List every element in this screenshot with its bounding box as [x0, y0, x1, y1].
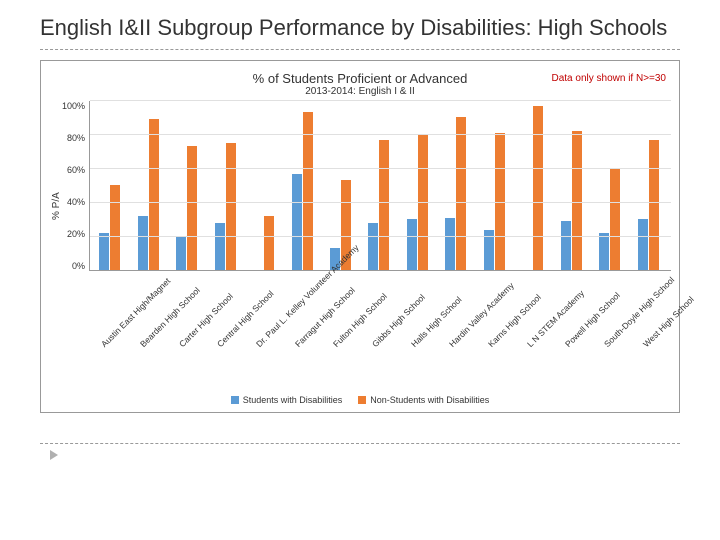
- bar-group: [253, 216, 277, 270]
- bar: [149, 119, 159, 270]
- bar: [303, 112, 313, 270]
- legend-item: Students with Disabilities: [231, 395, 343, 405]
- chart-note: Data only shown if N>=30: [551, 73, 666, 84]
- bar: [456, 117, 466, 270]
- bar: [599, 233, 609, 270]
- title-divider: [40, 49, 680, 50]
- legend: Students with Disabilities Non-Students w…: [49, 395, 671, 406]
- bars-container: [90, 101, 671, 270]
- bar-group: [599, 168, 623, 270]
- slide-title: English I&II Subgroup Performance by Dis…: [40, 15, 680, 41]
- bar-group: [638, 140, 662, 271]
- chart-header: % of Students Proficient or Advanced 201…: [49, 71, 671, 97]
- y-tick-label: 0%: [62, 261, 85, 271]
- bar: [572, 131, 582, 270]
- bar: [561, 221, 571, 270]
- bar-group: [215, 143, 239, 271]
- grid-line: [90, 134, 671, 135]
- plot: % P/A 0% 20% 40% 60% 80% 100%: [49, 101, 671, 311]
- bar: [110, 185, 120, 270]
- legend-item: Non-Students with Disabilities: [358, 395, 489, 405]
- legend-swatch: [358, 396, 366, 404]
- chart-subtitle: 2013-2014: English I & II: [49, 86, 671, 97]
- bar: [649, 140, 659, 271]
- plot-area: [89, 101, 671, 271]
- bar: [264, 216, 274, 270]
- bar-group: [561, 131, 585, 270]
- bar: [368, 223, 378, 271]
- bar: [292, 174, 302, 271]
- legend-label: Students with Disabilities: [243, 395, 343, 405]
- y-tick-label: 80%: [62, 133, 85, 143]
- bar: [610, 168, 620, 270]
- y-tick-label: 20%: [62, 229, 85, 239]
- x-axis: Austin East High/MagnetBearden High Scho…: [87, 313, 671, 393]
- bar-group: [176, 146, 200, 270]
- bar-group: [292, 112, 316, 270]
- grid-line: [90, 202, 671, 203]
- bar-group: [445, 117, 469, 270]
- bar: [99, 233, 109, 270]
- bar: [226, 143, 236, 271]
- bar: [215, 223, 225, 271]
- bar: [176, 236, 186, 270]
- footer-arrow-icon: [50, 450, 58, 460]
- bar: [138, 216, 148, 270]
- bar: [533, 106, 543, 271]
- bar: [379, 140, 389, 271]
- y-axis-label: % P/A: [49, 101, 62, 311]
- bar: [407, 219, 417, 270]
- y-tick-label: 100%: [62, 101, 85, 111]
- y-tick-label: 40%: [62, 197, 85, 207]
- bar: [638, 219, 648, 270]
- chart-container: % of Students Proficient or Advanced 201…: [40, 60, 680, 413]
- bar-group: [99, 185, 123, 270]
- bar-group: [522, 106, 546, 271]
- bar-group: [138, 119, 162, 270]
- grid-line: [90, 236, 671, 237]
- bar: [445, 218, 455, 271]
- grid-line: [90, 100, 671, 101]
- grid-line: [90, 168, 671, 169]
- bar-group: [368, 140, 392, 271]
- y-axis-ticks: 0% 20% 40% 60% 80% 100%: [62, 101, 89, 271]
- footer-divider: [40, 443, 680, 444]
- bar: [187, 146, 197, 270]
- y-tick-label: 60%: [62, 165, 85, 175]
